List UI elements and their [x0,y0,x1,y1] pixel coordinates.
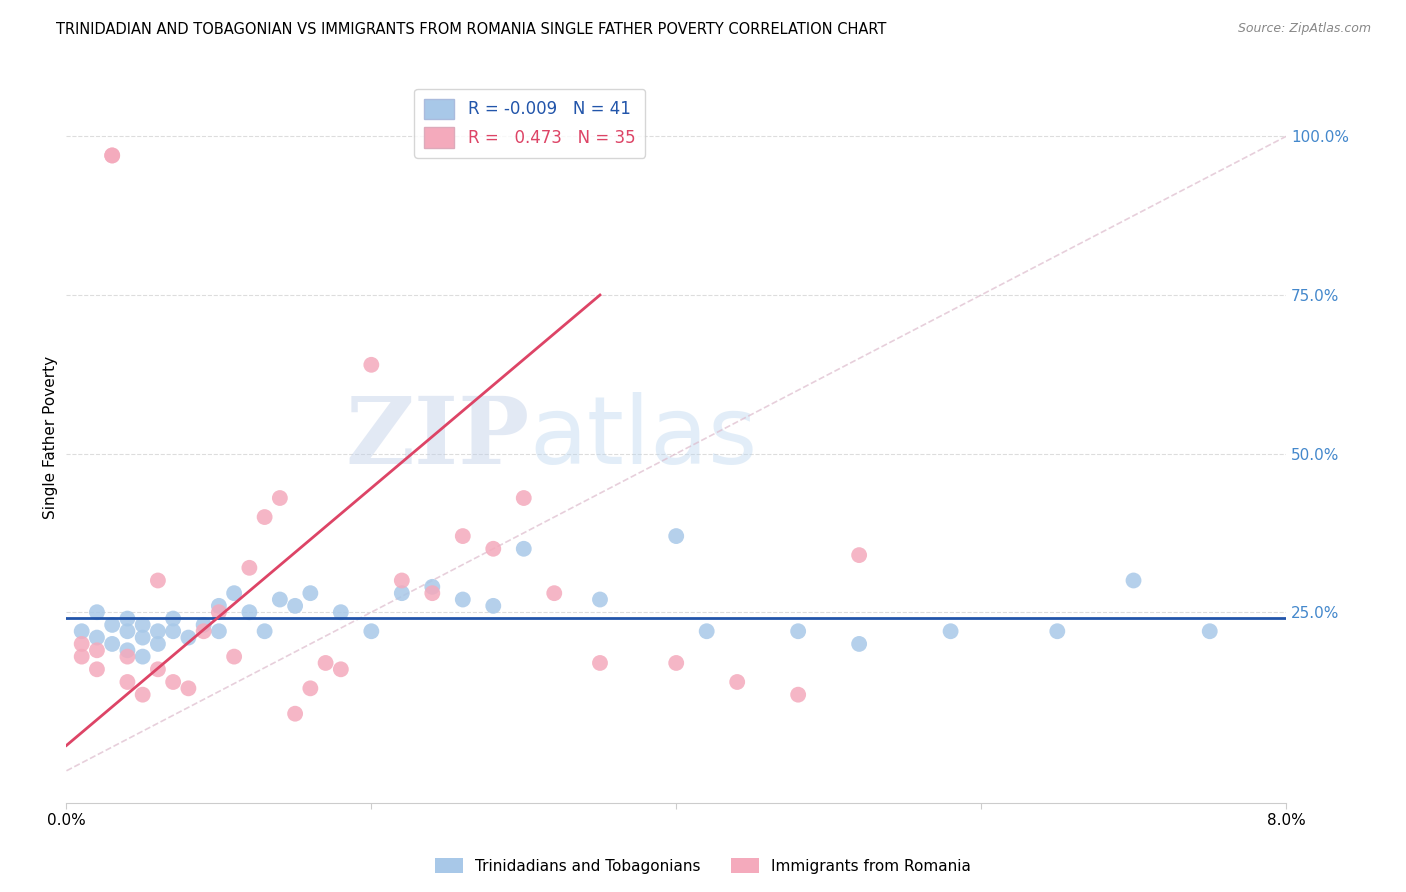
Point [146,662,169,676]
Point [208,599,231,613]
Point [146,574,169,588]
Point [360,624,382,639]
Point [177,681,200,696]
Point [86,643,108,657]
Point [391,574,413,588]
Point [725,675,748,690]
Point [193,618,215,632]
Point [513,541,536,556]
Point [787,688,810,702]
Point [787,624,810,639]
Point [70,624,93,639]
Point [420,586,443,600]
Point [146,624,169,639]
Y-axis label: Single Father Poverty: Single Father Poverty [44,356,58,519]
Point [482,541,505,556]
Point [253,624,276,639]
Point [101,148,124,162]
Point [299,681,322,696]
Point [269,592,291,607]
Point [86,631,108,645]
Text: atlas: atlas [530,392,758,483]
Point [146,637,169,651]
Point [451,529,474,543]
Point [224,586,246,600]
Point [117,649,139,664]
Point [101,148,124,162]
Point [329,605,352,619]
Point [589,656,612,670]
Point [208,605,231,619]
Point [391,586,413,600]
Text: TRINIDADIAN AND TOBAGONIAN VS IMMIGRANTS FROM ROMANIA SINGLE FATHER POVERTY CORR: TRINIDADIAN AND TOBAGONIAN VS IMMIGRANTS… [56,22,887,37]
Point [1122,574,1144,588]
Point [329,662,352,676]
Point [208,624,231,639]
Point [665,656,688,670]
Point [131,618,153,632]
Point [117,643,139,657]
Legend: Trinidadians and Tobagonians, Immigrants from Romania: Trinidadians and Tobagonians, Immigrants… [429,852,977,880]
Point [193,624,215,639]
Point [848,548,870,562]
Point [360,358,382,372]
Point [70,649,93,664]
Point [299,586,322,600]
Point [162,624,184,639]
Point [482,599,505,613]
Point [253,510,276,524]
Point [1198,624,1220,639]
Legend: R = -0.009   N = 41, R =   0.473   N = 35: R = -0.009 N = 41, R = 0.473 N = 35 [415,88,645,158]
Point [162,675,184,690]
Point [86,662,108,676]
Point [665,529,688,543]
Text: Source: ZipAtlas.com: Source: ZipAtlas.com [1237,22,1371,36]
Point [86,605,108,619]
Point [117,675,139,690]
Point [131,649,153,664]
Point [162,611,184,625]
Point [1046,624,1069,639]
Point [177,631,200,645]
Point [131,631,153,645]
Point [451,592,474,607]
Point [543,586,565,600]
Point [269,491,291,505]
Point [131,688,153,702]
Point [315,656,337,670]
Text: ZIP: ZIP [346,392,530,483]
Point [101,618,124,632]
Point [117,611,139,625]
Point [117,624,139,639]
Point [284,599,307,613]
Point [848,637,870,651]
Point [224,649,246,664]
Point [238,561,260,575]
Point [589,592,612,607]
Point [101,637,124,651]
Point [420,580,443,594]
Point [939,624,962,639]
Point [70,637,93,651]
Point [513,491,536,505]
Point [238,605,260,619]
Point [284,706,307,721]
Point [696,624,718,639]
